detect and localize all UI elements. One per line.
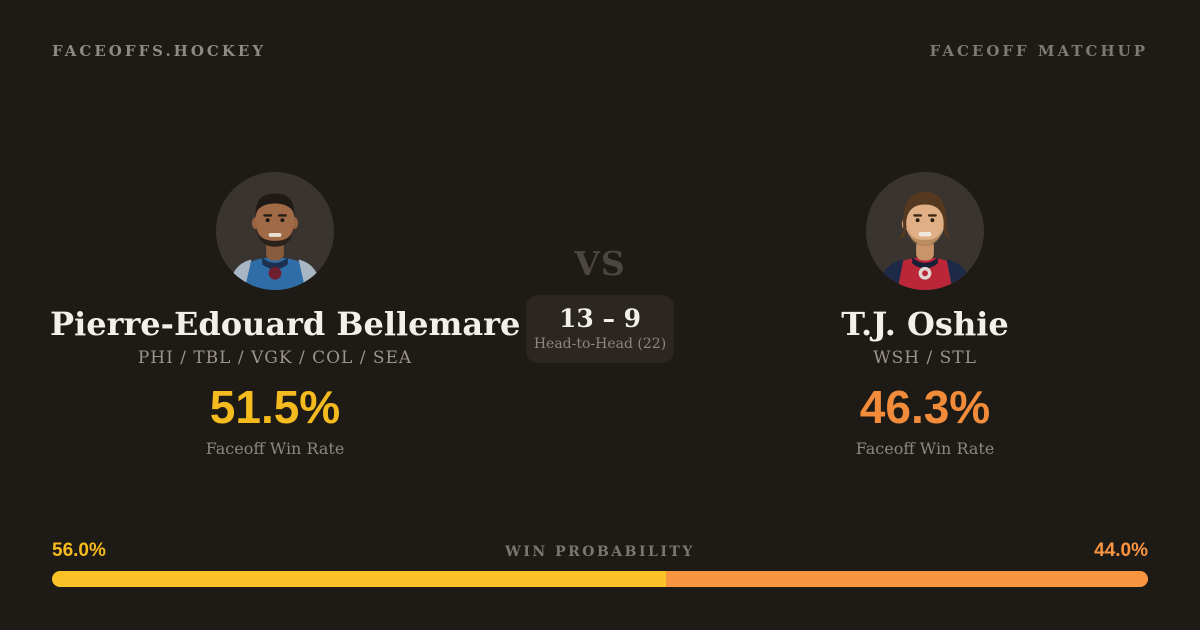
head-to-head-label: Head-to-Head (22) xyxy=(533,336,667,352)
right-player-panel: T.J. Oshie WSH / STL 46.3% Faceoff Win R… xyxy=(700,172,1150,458)
brand-label: FACEOFFS.HOCKEY xyxy=(52,42,267,60)
win-probability-right-value: 44.0% xyxy=(1094,540,1148,561)
left-player-teams: PHI / TBL / VGK / COL / SEA xyxy=(137,347,413,368)
vs-label: VS xyxy=(574,244,626,283)
right-player-name: T.J. Oshie xyxy=(841,305,1009,343)
page-title: FACEOFF MATCHUP xyxy=(929,42,1148,60)
win-probability-bar xyxy=(52,570,1148,587)
header: FACEOFFS.HOCKEY FACEOFF MATCHUP xyxy=(52,42,1148,60)
right-player-avatar xyxy=(866,172,984,290)
oshie-portrait-icon xyxy=(866,172,984,290)
head-to-head-box: 13 – 9 Head-to-Head (22) xyxy=(526,295,674,363)
left-win-rate-label: Faceoff Win Rate xyxy=(205,438,345,458)
head-to-head-score: 13 – 9 xyxy=(558,304,642,333)
matchup-center: VS 13 – 9 Head-to-Head (22) xyxy=(500,247,700,363)
right-win-rate-value: 46.3% xyxy=(859,380,991,433)
win-probability-right-fill xyxy=(665,570,1148,587)
left-player-avatar xyxy=(216,172,334,290)
left-win-rate-value: 51.5% xyxy=(209,380,341,433)
left-player-panel: Pierre-Edouard Bellemare PHI / TBL / VGK… xyxy=(50,172,521,458)
win-probability-left-value: 56.0% xyxy=(52,540,106,561)
left-player-name: Pierre-Edouard Bellemare xyxy=(50,305,521,343)
win-probability-left-fill xyxy=(52,570,666,587)
right-win-rate-label: Faceoff Win Rate xyxy=(855,438,995,458)
bellemare-portrait-icon xyxy=(216,172,334,290)
win-probability-title: WIN PROBABILITY xyxy=(505,544,695,560)
win-probability-section: 56.0% WIN PROBABILITY 44.0% xyxy=(52,540,1148,587)
right-player-teams: WSH / STL xyxy=(873,347,977,368)
win-probability-labels: 56.0% WIN PROBABILITY 44.0% xyxy=(52,540,1148,562)
